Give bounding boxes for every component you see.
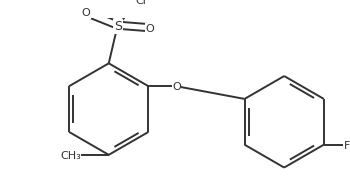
Text: CH₃: CH₃ xyxy=(60,151,81,161)
Text: Cl: Cl xyxy=(135,0,146,6)
Text: O: O xyxy=(82,8,90,18)
Text: O: O xyxy=(172,82,181,92)
Text: F: F xyxy=(343,141,350,151)
Text: O: O xyxy=(145,24,154,34)
Text: S: S xyxy=(114,20,122,33)
